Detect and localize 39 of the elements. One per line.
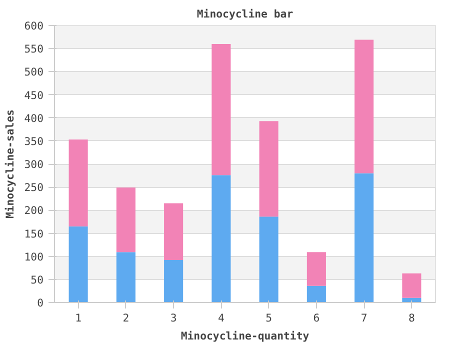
x-tick-label: 6 [313, 312, 320, 324]
y-axis-title: Minocycline-sales [3, 109, 16, 219]
bar [354, 173, 374, 302]
x-axis-title: Minocycline-quantity [180, 330, 310, 342]
x-tick-label: 3 [170, 312, 177, 324]
chart-title: Minocycline bar [196, 8, 294, 20]
y-tick-label: 0 [37, 296, 44, 310]
bar [354, 40, 374, 174]
x-tick-label: 4 [218, 312, 224, 324]
x-tick-label: 8 [408, 312, 415, 324]
y-tick-label: 300 [24, 158, 44, 171]
x-tick-label: 2 [122, 312, 130, 324]
bar [116, 188, 136, 252]
bar [164, 260, 184, 302]
bar [259, 121, 278, 217]
bar [164, 203, 184, 260]
bar [306, 252, 326, 286]
y-tick-label: 250 [24, 181, 44, 194]
bar [212, 175, 231, 302]
bar [68, 140, 88, 226]
y-tick-label: 500 [24, 66, 44, 79]
bar [68, 226, 88, 302]
y-tick-label: 200 [24, 204, 44, 218]
y-tick-label: 450 [24, 88, 44, 102]
bar [116, 252, 136, 302]
y-tick-label: 150 [24, 227, 44, 240]
x-tick-label: 5 [266, 312, 272, 324]
y-tick-label: 550 [24, 42, 44, 56]
y-tick-label: 50 [30, 273, 44, 286]
y-tick-label: 400 [24, 112, 44, 125]
bar [306, 286, 326, 302]
y-tick-label: 100 [24, 250, 44, 264]
x-tick-label: 7 [360, 312, 368, 324]
bar [402, 273, 422, 298]
y-tick-label: 350 [24, 134, 44, 148]
bar [212, 44, 231, 176]
x-tick-label: 1 [75, 312, 82, 324]
bar [259, 216, 278, 302]
y-tick-label: 600 [24, 20, 44, 32]
